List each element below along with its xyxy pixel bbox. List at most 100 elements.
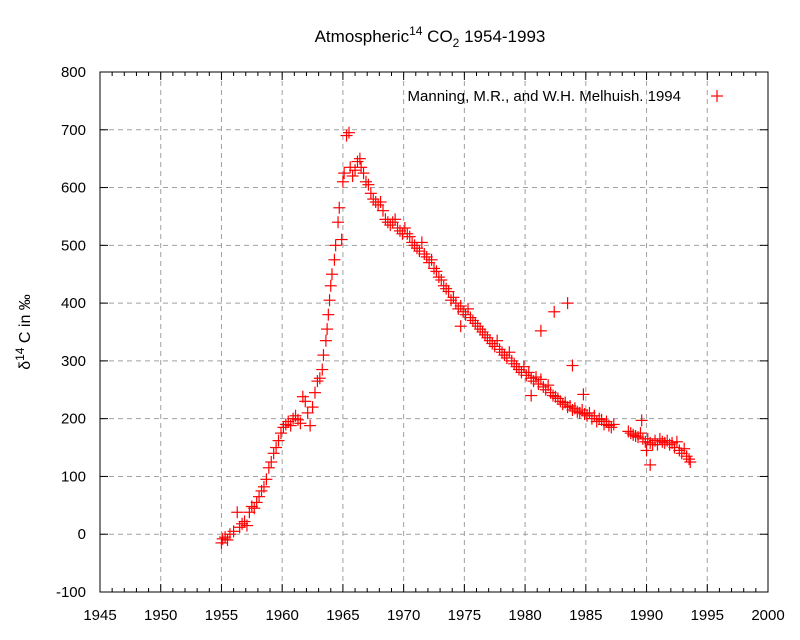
x-tick-labels: 1945 1950 1955 1960 1965 1970 1975 1980 1985 1990…	[83, 607, 784, 624]
data-point	[566, 359, 579, 372]
data-point	[257, 480, 270, 493]
y-tick-label: 400	[61, 295, 86, 312]
x-tick-label: 1955	[205, 607, 238, 624]
data-point	[513, 363, 526, 376]
y-tick-label: 200	[61, 411, 86, 428]
data-point	[329, 239, 342, 252]
data-point	[605, 421, 618, 434]
data-point	[522, 366, 535, 379]
axis-ticks	[99, 71, 769, 593]
data-point	[389, 213, 402, 226]
data-point	[253, 490, 266, 503]
legend: Manning, M.R., and W.H. Melhuish. 1994	[408, 88, 723, 105]
data-point	[457, 305, 470, 318]
data-point	[324, 279, 337, 292]
data-point	[639, 435, 652, 448]
data-point	[481, 331, 494, 344]
y-tick-label: 800	[61, 64, 86, 81]
x-tick-label: 1945	[83, 607, 116, 624]
y-tick-label: -100	[56, 584, 86, 601]
data-point	[583, 406, 596, 419]
data-point	[262, 461, 275, 474]
data-point	[561, 401, 574, 414]
data-point	[539, 383, 552, 396]
data-point	[476, 326, 489, 338]
data-point	[346, 170, 359, 182]
data-point	[670, 435, 683, 448]
data-point	[668, 441, 681, 454]
data-point	[248, 502, 261, 515]
y-axis-label: δ14 C in ‰	[13, 294, 34, 370]
data-point	[287, 412, 300, 425]
data-point	[364, 187, 377, 200]
data-point	[548, 305, 561, 318]
y-tick-label: 100	[61, 468, 86, 485]
data-point	[344, 161, 357, 174]
data-point	[556, 398, 569, 411]
data-point	[534, 324, 547, 337]
data-point	[503, 346, 516, 359]
data-point	[530, 371, 543, 384]
data-point	[508, 357, 521, 370]
data-point	[240, 519, 253, 532]
x-tick-label: 1975	[448, 607, 481, 624]
data-point	[349, 164, 362, 177]
data-point	[578, 408, 591, 421]
data-point	[644, 458, 657, 471]
data-point	[357, 167, 370, 180]
data-point	[311, 375, 324, 388]
data-point	[595, 413, 608, 426]
data-point	[491, 334, 504, 347]
data-point	[384, 219, 397, 232]
data-point	[316, 363, 329, 376]
data-point	[322, 308, 335, 321]
data-point	[306, 401, 319, 414]
data-point	[425, 253, 438, 266]
data-point	[420, 250, 433, 263]
data-point	[449, 297, 462, 310]
y-tick-label: 300	[61, 353, 86, 370]
data-point	[325, 268, 338, 281]
data-point	[663, 438, 676, 451]
legend-marker	[711, 90, 723, 102]
data-point	[435, 274, 448, 286]
data-point	[374, 196, 387, 208]
data-point	[547, 389, 560, 402]
legend-label: Manning, M.R., and W.H. Melhuish. 1994	[408, 88, 681, 105]
data-point	[236, 517, 249, 530]
data-point	[430, 265, 443, 278]
data-point	[413, 245, 426, 258]
y-tick-label: 0	[78, 526, 86, 543]
data-point	[250, 496, 263, 509]
data-point	[684, 456, 697, 468]
chart-title: Atmospheric14 CO2 1954-1993	[315, 24, 546, 50]
data-point	[554, 395, 567, 408]
data-point	[403, 230, 416, 243]
data-point	[459, 308, 472, 321]
scatter-points	[215, 126, 697, 549]
data-point	[415, 236, 428, 249]
x-tick-label: 1965	[326, 607, 359, 624]
data-point	[534, 373, 547, 386]
data-point	[505, 354, 518, 367]
data-point	[437, 279, 450, 292]
data-point	[635, 414, 648, 427]
y-tick-label: 700	[61, 122, 86, 139]
data-point	[607, 418, 620, 431]
data-point	[277, 421, 290, 434]
data-point	[328, 253, 341, 266]
x-tick-label: 2000	[751, 607, 784, 624]
x-tick-label: 1970	[387, 607, 420, 624]
data-point	[525, 389, 538, 402]
data-point	[683, 453, 696, 466]
data-point	[675, 447, 688, 460]
data-point	[386, 216, 399, 229]
data-point	[428, 262, 440, 275]
data-point	[284, 419, 297, 432]
data-point	[678, 442, 691, 455]
data-point	[577, 388, 590, 401]
data-point	[532, 378, 545, 390]
data-point	[367, 193, 380, 206]
data-point	[333, 201, 346, 214]
data-point	[317, 349, 330, 362]
